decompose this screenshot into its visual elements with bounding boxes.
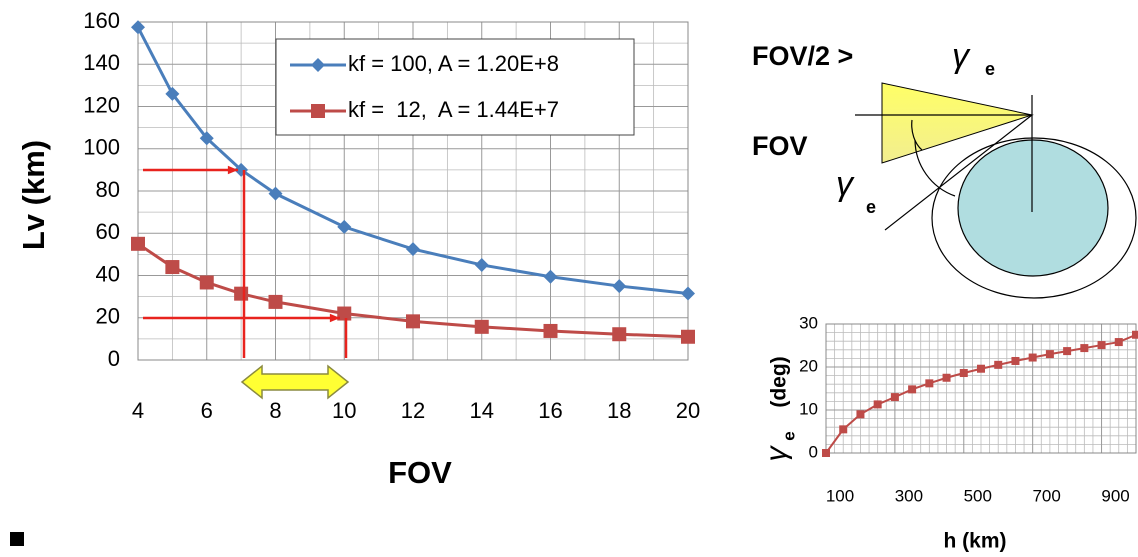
planet <box>958 140 1108 276</box>
x-tick-label: 8 <box>269 398 281 423</box>
point <box>908 385 916 393</box>
point <box>234 287 248 301</box>
bullet <box>10 532 24 546</box>
point <box>269 295 283 309</box>
y-tick-label: 20 <box>96 304 120 329</box>
point <box>1011 357 1019 365</box>
y-tick-label: 20 <box>799 356 818 375</box>
point <box>1063 347 1071 355</box>
point <box>1098 341 1106 349</box>
y-tick-label: 160 <box>83 8 120 33</box>
x-axis-title: h (km) <box>944 530 1007 553</box>
point <box>822 449 830 457</box>
x-tick-label: 300 <box>895 486 923 505</box>
point <box>681 286 695 300</box>
x-tick-label: 700 <box>1032 486 1060 505</box>
angle-symbol: γ <box>836 165 855 203</box>
point <box>994 361 1002 369</box>
point <box>943 374 951 382</box>
y-tick-label: 60 <box>96 219 120 244</box>
point <box>406 314 420 328</box>
point <box>1029 354 1037 362</box>
point <box>475 320 489 334</box>
x-tick-label: 100 <box>826 486 854 505</box>
point <box>165 260 179 274</box>
range-arrow <box>242 366 348 398</box>
point <box>612 279 626 293</box>
y-tick-label: 0 <box>108 346 120 371</box>
y-axis-title: Lv (km) <box>16 140 51 250</box>
point <box>544 270 558 284</box>
point <box>200 275 214 289</box>
point <box>925 379 933 387</box>
y-axis-subscript: e <box>779 431 798 440</box>
x-tick-label: 10 <box>332 398 356 423</box>
condition-symbol: γ <box>952 37 971 75</box>
x-axis-title: FOV <box>388 455 452 490</box>
x-tick-label: 18 <box>607 398 631 423</box>
y-tick-label: 30 <box>799 313 818 332</box>
y-tick-label: 100 <box>83 135 120 160</box>
point <box>1080 344 1088 352</box>
page: {"chart_data": [ {"type": "line", "y_lab… <box>0 0 1138 557</box>
y-tick-label: 40 <box>96 261 120 286</box>
x-tick-label: 20 <box>676 398 700 423</box>
y-tick-label: 0 <box>809 442 818 461</box>
point <box>1132 331 1138 339</box>
y-axis-symbol: γ <box>760 445 793 462</box>
y-axis-unit: (deg) <box>768 356 791 407</box>
point <box>960 369 968 377</box>
point <box>874 400 882 408</box>
point <box>839 425 847 433</box>
fov-label: FOV <box>752 131 808 161</box>
point <box>681 330 695 344</box>
legend-label: kf = 12, A = 1.44E+7 <box>348 97 559 122</box>
x-tick-label: 14 <box>470 398 494 423</box>
point <box>1046 350 1054 358</box>
y-tick-label: 120 <box>83 92 120 117</box>
point <box>475 258 489 272</box>
annotations <box>143 166 348 398</box>
y-tick-label: 10 <box>799 399 818 418</box>
condition-subscript: e <box>985 59 995 79</box>
point <box>977 365 985 373</box>
x-tick-label: 16 <box>538 398 562 423</box>
point <box>856 410 864 418</box>
angle-subscript: e <box>866 197 876 217</box>
point <box>131 237 145 251</box>
legend-label: kf = 100, A = 1.20E+8 <box>348 51 559 76</box>
legend-marker <box>311 104 325 118</box>
point <box>891 393 899 401</box>
x-tick-label: 4 <box>132 398 144 423</box>
point <box>612 327 626 341</box>
x-tick-label: 12 <box>401 398 425 423</box>
figure: FOV/2 > γ e FOV γ e 4 6 8 10 12 14 16 18 20 0 20 40… <box>0 0 1138 557</box>
y-tick-label: 140 <box>83 50 120 75</box>
point <box>544 324 558 338</box>
point <box>337 220 351 234</box>
x-tick-label: 900 <box>1101 486 1129 505</box>
y-tick-label: 80 <box>96 177 120 202</box>
point <box>1115 338 1123 346</box>
x-tick-label: 500 <box>964 486 992 505</box>
x-tick-label: 6 <box>201 398 213 423</box>
condition-text: FOV/2 > <box>752 41 853 71</box>
